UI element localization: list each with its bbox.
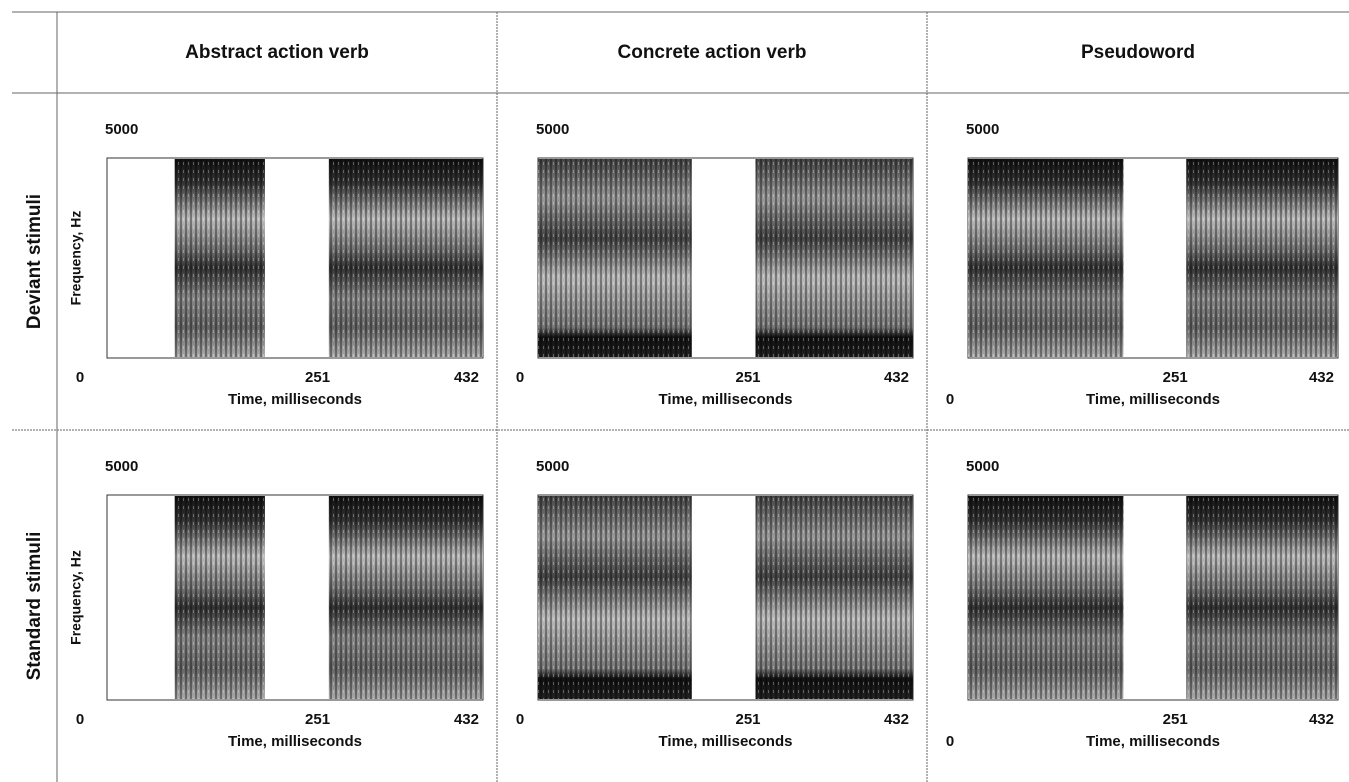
y-top-label: 5000: [966, 121, 999, 138]
x-axis-label: Time, milliseconds: [1086, 391, 1220, 408]
spectrogram-texture: [968, 159, 1124, 357]
spectrogram-texture: [328, 159, 483, 357]
x-tick-label: 251: [305, 711, 330, 728]
spectrogram: [106, 157, 484, 359]
x-tick-label: 0: [946, 391, 954, 408]
table-lines: [12, 11, 1349, 782]
row-label: Deviant stimuli: [24, 194, 45, 329]
spectrogram-texture: [538, 159, 692, 357]
x-axis-label: Time, milliseconds: [1086, 733, 1220, 750]
x-tick-label: 432: [884, 369, 909, 386]
x-tick-label: 251: [735, 711, 760, 728]
x-tick-label: 432: [454, 711, 479, 728]
x-tick-label: 432: [884, 711, 909, 728]
x-tick-label: 0: [76, 369, 84, 386]
y-top-label: 5000: [105, 458, 138, 475]
row-label: Standard stimuli: [24, 532, 45, 681]
x-axis-label: Time, milliseconds: [228, 391, 362, 408]
column-header: Concrete action verb: [618, 42, 807, 63]
x-tick-label: 251: [735, 369, 760, 386]
x-tick-label: 0: [76, 711, 84, 728]
spectrogram-texture: [755, 496, 913, 699]
x-axis-label: Time, milliseconds: [228, 733, 362, 750]
y-top-label: 5000: [536, 458, 569, 475]
x-tick-label: 251: [305, 369, 330, 386]
y-axis-label: Frequency, Hz: [68, 550, 84, 645]
y-top-label: 5000: [536, 121, 569, 138]
x-tick-label: 251: [1163, 711, 1188, 728]
spectrogram-texture: [1186, 496, 1338, 699]
spectrogram-texture: [538, 496, 692, 699]
spectrogram: [106, 494, 484, 701]
spectrogram-texture: [174, 159, 265, 357]
x-tick-label: 432: [1309, 369, 1334, 386]
spectrogram-texture: [755, 159, 913, 357]
column-header: Pseudoword: [1081, 42, 1195, 63]
x-axis-label: Time, milliseconds: [659, 391, 793, 408]
spectrogram: [967, 157, 1339, 359]
y-top-label: 5000: [966, 458, 999, 475]
x-tick-label: 432: [454, 369, 479, 386]
x-tick-label: 0: [516, 711, 524, 728]
spectrogram-texture: [1186, 159, 1338, 357]
y-axis-label: Frequency, Hz: [68, 211, 84, 306]
spectrogram-texture: [328, 496, 483, 699]
column-header: Abstract action verb: [185, 42, 369, 63]
x-tick-label: 0: [516, 369, 524, 386]
x-tick-label: 432: [1309, 711, 1334, 728]
spectrogram-texture: [174, 496, 265, 699]
x-tick-label: 0: [946, 733, 954, 750]
spectrogram: [537, 157, 914, 359]
spectrogram-texture: [968, 496, 1124, 699]
x-tick-label: 251: [1163, 369, 1188, 386]
x-axis-label: Time, milliseconds: [659, 733, 793, 750]
spectrogram: [537, 494, 914, 701]
spectrogram: [967, 494, 1339, 701]
y-top-label: 5000: [105, 121, 138, 138]
